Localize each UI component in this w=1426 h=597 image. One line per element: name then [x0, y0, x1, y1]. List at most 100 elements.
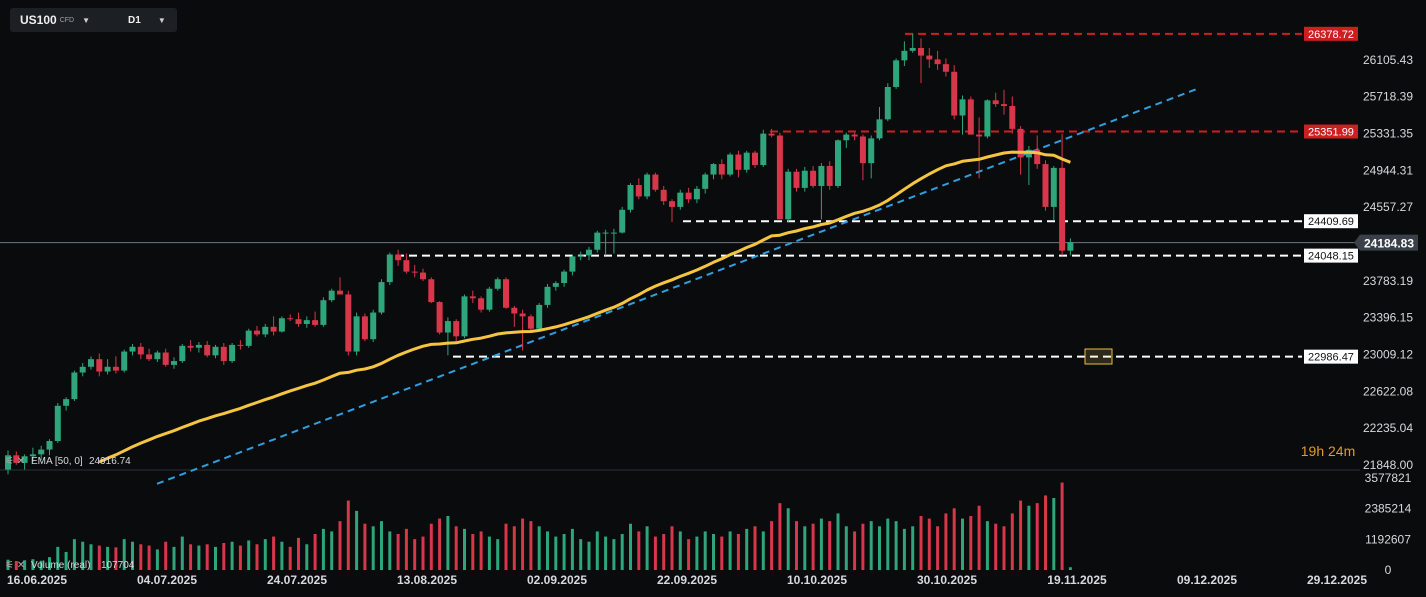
volume-bar [180, 536, 184, 570]
volume-bar [487, 536, 491, 570]
candle-body [486, 288, 493, 310]
volume-bar [288, 546, 292, 570]
volume-bar [844, 526, 848, 570]
volume-bar [14, 561, 18, 570]
volume-bar [803, 526, 807, 570]
candle-body [1067, 242, 1074, 251]
volume-bar [836, 513, 840, 570]
price-tick-label: 24557.27 [1363, 200, 1413, 214]
candle-body [461, 296, 468, 337]
volume-bar [155, 549, 159, 570]
volume-bar [23, 560, 27, 570]
volume-bar [371, 526, 375, 570]
candle-body [212, 346, 219, 356]
candle-body [162, 352, 169, 365]
candle-body [511, 307, 518, 314]
date-tick-label: 13.08.2025 [397, 573, 457, 587]
candle-body [826, 165, 833, 186]
candle-body [1001, 104, 1007, 107]
date-tick-label: 10.10.2025 [787, 573, 847, 587]
candle-body [876, 119, 883, 139]
volume-bar [214, 546, 217, 570]
volume-bar [745, 528, 749, 570]
volume-bar [1002, 526, 1006, 570]
volume-bar [828, 521, 832, 570]
volume-legend-icons: ⚟ ✕ [5, 560, 25, 571]
candle-body [403, 260, 410, 272]
price-tick-label: 25718.39 [1363, 90, 1413, 104]
volume-bar [570, 528, 574, 570]
volume-bar [338, 521, 342, 570]
candle-body [660, 189, 667, 202]
date-tick-label: 30.10.2025 [917, 573, 977, 587]
volume-bar [114, 547, 118, 570]
candle-body [79, 366, 86, 373]
volume-bar [512, 526, 516, 570]
volume-bar [355, 510, 359, 570]
volume-bar [1019, 500, 1023, 570]
candle-body [46, 441, 53, 450]
candle-body [569, 256, 576, 272]
candle-body [918, 47, 924, 56]
volume-bar [263, 539, 267, 570]
date-tick-label: 22.09.2025 [657, 573, 717, 587]
volume-bar [471, 534, 475, 570]
volume-bar [562, 534, 566, 570]
candle-body [38, 449, 45, 455]
candle-body [112, 366, 119, 371]
volume-bar [463, 528, 466, 570]
date-tick-label: 24.07.2025 [267, 573, 327, 587]
volume-bar [919, 516, 923, 570]
volume-bar [363, 523, 367, 570]
candle-body [594, 232, 601, 250]
volume-bar [197, 545, 201, 570]
volume-bar [496, 539, 500, 570]
volume-bar [795, 521, 798, 570]
candle-body [586, 249, 592, 256]
volume-bar [81, 541, 85, 570]
candle-body [121, 351, 128, 371]
candle-body [63, 399, 70, 406]
volume-bar [911, 526, 915, 570]
symbol-name[interactable]: US100 [20, 13, 57, 27]
volume-bar [313, 534, 317, 570]
candle-body [96, 359, 103, 372]
candle-body [644, 174, 651, 197]
volume-bar [670, 526, 674, 570]
candle-body [702, 174, 709, 189]
candle-body [179, 345, 186, 362]
volume-bar [902, 528, 906, 570]
candle-body [278, 318, 285, 332]
volume-bar [604, 536, 608, 570]
candle-body [552, 283, 559, 287]
volume-bar [695, 536, 699, 570]
volume-bar [454, 526, 458, 570]
volume-bar [1035, 503, 1039, 570]
volume-bar [305, 544, 309, 570]
candle-body [204, 344, 211, 356]
candle-body [245, 330, 252, 346]
timeframe-dropdown-icon[interactable]: ▼ [157, 15, 166, 25]
candle-body [13, 455, 20, 463]
volume-bar [811, 523, 815, 570]
symbol-dropdown-icon[interactable]: ▼ [82, 15, 91, 25]
volume-bar [31, 559, 35, 570]
volume-bar [421, 536, 425, 570]
candle-body [345, 294, 352, 352]
candle-body [851, 134, 858, 137]
level-label-bg [1304, 248, 1358, 263]
current-price-badge [1354, 234, 1418, 251]
volume-bar [280, 541, 284, 570]
current-price-label: 24184.83 [1364, 237, 1414, 251]
candle-body [810, 170, 817, 186]
volume-bar [429, 523, 433, 570]
candle-body [884, 86, 891, 120]
volume-bar [388, 531, 392, 570]
timeframe-selector[interactable]: D1 [128, 14, 141, 26]
candle-body [1059, 167, 1066, 251]
candle-body [835, 140, 841, 186]
volume-legend-label: Volume (real) [31, 560, 90, 571]
symbol-toolbar[interactable]: US100 CFD ▼ D1 ▼ [10, 8, 177, 32]
candle-body [195, 344, 202, 348]
